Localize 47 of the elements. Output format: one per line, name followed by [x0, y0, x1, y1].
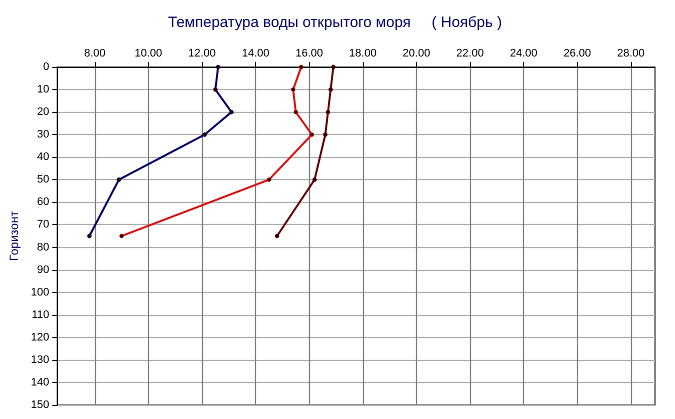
x-tick-label: 8.00	[84, 48, 106, 60]
x-tick-label: 24.00	[510, 48, 538, 60]
y-tick-label: 140	[30, 376, 50, 388]
point	[326, 110, 330, 114]
x-tick-label: 18.00	[349, 48, 377, 60]
x-tick-label: 28.00	[617, 48, 645, 60]
x-tick-label: 26.00	[564, 48, 592, 60]
point	[331, 64, 336, 70]
y-tick-label: 0	[43, 61, 50, 73]
y-tick-label: 90	[37, 264, 50, 276]
point	[328, 87, 333, 92]
y-tick-label: 130	[30, 354, 50, 366]
x-tick-label: 14.00	[242, 48, 270, 60]
point	[266, 177, 272, 182]
point	[87, 234, 92, 238]
point	[298, 64, 304, 70]
y-tick-label: 20	[37, 106, 50, 118]
x-tick-label: 16.00	[295, 48, 323, 60]
point	[229, 110, 234, 114]
x-tick-label: 22.00	[456, 48, 484, 60]
point	[290, 87, 296, 92]
x-tick-label: 12.00	[188, 48, 216, 60]
y-tick-label: 60	[37, 196, 50, 208]
y-tick-label: 70	[37, 218, 50, 231]
y-tick-label: 80	[37, 241, 50, 254]
y-tick-label: 30	[37, 128, 50, 141]
point	[274, 234, 280, 238]
point	[310, 132, 314, 137]
y-tick-label: 120	[30, 331, 50, 344]
y-tick-label: 10	[37, 84, 50, 96]
y-tick-label: 40	[37, 151, 50, 164]
y-tick-label: 150	[30, 399, 50, 411]
y-tick-label: 100	[30, 286, 50, 298]
point	[216, 64, 220, 70]
point	[312, 177, 317, 182]
point	[294, 110, 298, 114]
point	[323, 132, 328, 137]
point	[202, 132, 207, 137]
y-axis-title: Горизонт	[7, 210, 21, 261]
x-tick-label: 10.00	[134, 48, 162, 60]
y-tick-label: 110	[32, 308, 50, 321]
point	[213, 87, 218, 92]
point	[116, 177, 122, 182]
chart-title: Температура воды открытого моря ( Ноябрь )	[168, 14, 502, 31]
point	[119, 234, 124, 238]
y-tick-label: 50	[37, 174, 50, 186]
x-tick-label: 20.00	[402, 48, 430, 60]
